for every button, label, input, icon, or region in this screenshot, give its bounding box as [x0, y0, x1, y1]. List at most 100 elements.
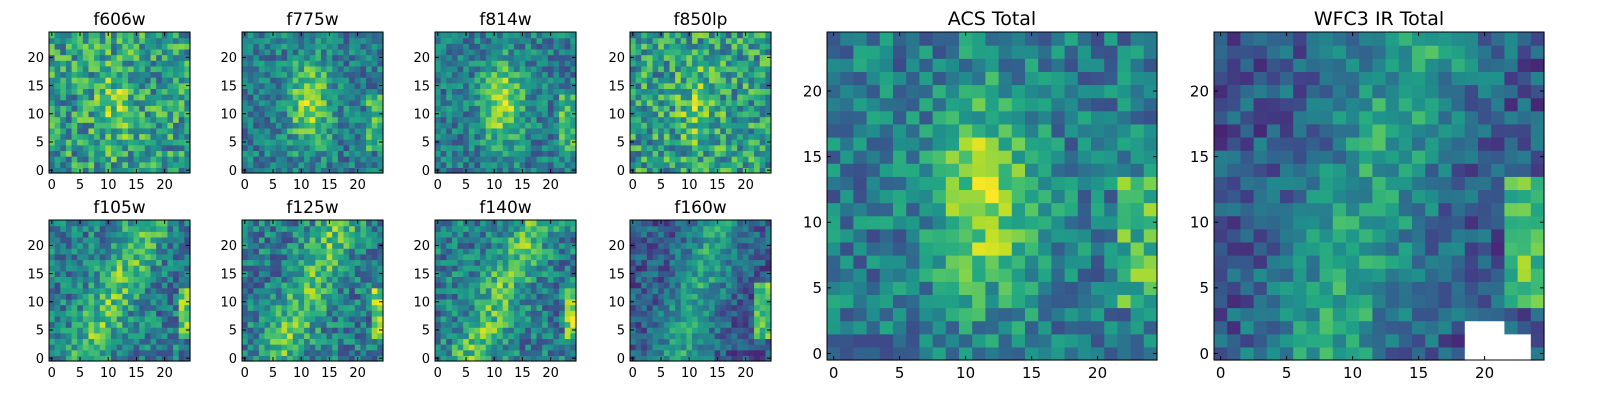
heatmap-cell [451, 270, 459, 277]
heatmap-cell [525, 332, 532, 340]
heatmap-cell [457, 321, 464, 328]
heatmap-cell [99, 99, 106, 106]
heatmap-cell [60, 77, 67, 84]
heatmap-cell [446, 298, 453, 306]
heatmap-cell [480, 37, 487, 44]
heatmap-cell [320, 65, 328, 73]
heatmap-cell [105, 276, 112, 283]
heatmap-cell [542, 231, 549, 238]
heatmap-cell [377, 332, 384, 340]
heatmap-cell [630, 315, 637, 323]
heatmap-cell [349, 43, 356, 50]
heatmap-cell [49, 344, 56, 351]
heatmap-cell [446, 37, 453, 44]
heatmap-cell [315, 236, 322, 244]
heatmap-cell [281, 327, 288, 334]
heatmap-cell [737, 298, 744, 306]
heatmap-cell [440, 122, 447, 129]
heatmap-cell [652, 88, 659, 95]
heatmap-cell [570, 248, 577, 255]
heatmap-cell [349, 32, 356, 39]
heatmap-cell [287, 43, 294, 50]
heatmap-cell [559, 116, 566, 123]
heatmap-cell [281, 122, 288, 129]
heatmap-cell [630, 150, 637, 157]
heatmap-cell [491, 122, 498, 129]
heatmap-cell [737, 122, 744, 129]
heatmap-cell [754, 54, 761, 61]
heatmap-cell [161, 105, 169, 112]
heatmap-cell [343, 65, 350, 73]
heatmap-cell [127, 54, 135, 61]
heatmap-cell [139, 270, 146, 277]
heatmap-cell [144, 265, 152, 272]
heatmap-cell [315, 287, 322, 294]
heatmap-cell [167, 110, 174, 118]
heatmap-cell [173, 315, 180, 323]
heatmap-cell [703, 298, 710, 306]
heatmap-cell [99, 293, 106, 300]
heatmap-cell [161, 270, 169, 277]
heatmap-cell [77, 99, 84, 106]
heatmap-cell [242, 321, 249, 328]
heatmap-cell [349, 99, 356, 106]
heatmap-cell [446, 287, 453, 294]
heatmap-cell [127, 220, 135, 227]
heatmap-cell [133, 304, 140, 311]
heatmap-cell [641, 310, 648, 317]
heatmap-cell [337, 133, 345, 140]
heatmap-cell [49, 338, 56, 345]
heatmap-cell [343, 71, 350, 78]
heatmap-cell [366, 321, 373, 328]
heatmap-cell [525, 236, 532, 244]
heatmap-cell [247, 338, 254, 345]
heatmap-cell [150, 321, 157, 328]
heatmap-cell [530, 167, 538, 174]
heatmap-cell [491, 37, 498, 44]
heatmap-cell [497, 88, 504, 95]
heatmap-cell [264, 338, 271, 345]
heatmap-cell [519, 37, 526, 44]
heatmap-cell [564, 32, 571, 39]
heatmap-cell [54, 94, 61, 101]
heatmap-cell [646, 60, 654, 67]
heatmap-cell [292, 225, 299, 232]
heatmap-cell [292, 77, 299, 84]
heatmap-cell [630, 116, 637, 123]
heatmap-cell [144, 327, 152, 334]
heatmap-cell [451, 242, 459, 249]
heatmap-cell [542, 332, 549, 340]
heatmap-cell [519, 144, 526, 152]
heatmap-cell [150, 37, 157, 44]
heatmap-cell [71, 105, 78, 112]
heatmap-cell [65, 276, 73, 283]
heatmap-cell [122, 242, 129, 249]
axes-frame [241, 219, 384, 362]
heatmap-cell [635, 127, 642, 135]
heatmap-cell [264, 242, 271, 249]
heatmap-cell [714, 338, 721, 345]
heatmap-cell [658, 321, 665, 328]
heatmap-cell [309, 315, 316, 323]
heatmap-cell [173, 156, 180, 163]
heatmap-cell [491, 332, 498, 340]
heatmap-cell [99, 150, 106, 157]
heatmap-cell [184, 122, 191, 129]
heatmap-cell [184, 32, 191, 39]
heatmap-cell [435, 321, 442, 328]
heatmap-cell [536, 37, 543, 44]
heatmap-cell [708, 116, 716, 123]
x-tick-label: 15 [321, 178, 338, 193]
heatmap-cell [559, 304, 566, 311]
heatmap-cell [366, 133, 373, 140]
heatmap-cell [759, 43, 766, 50]
heatmap-cell [264, 304, 271, 311]
heatmap-cell [530, 122, 538, 129]
heatmap-cell [304, 225, 311, 232]
heatmap-cell [343, 248, 350, 255]
heatmap-cell [77, 310, 84, 317]
heatmap-cell [508, 133, 515, 140]
heatmap-cell [315, 77, 322, 84]
heatmap-cell [519, 259, 526, 266]
